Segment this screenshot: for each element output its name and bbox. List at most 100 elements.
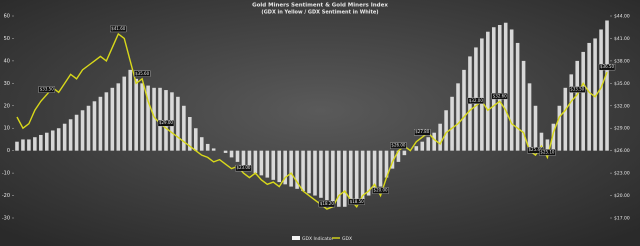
bar [372,150,377,192]
bar [211,148,216,151]
y2-tick-label: $32.00 [614,103,630,109]
bar [319,150,323,198]
bar [182,105,186,151]
bar [259,150,264,176]
label-box [390,142,407,149]
bar [515,42,520,151]
y2-tick-label: $29.00 [614,126,630,132]
bar [491,27,496,151]
bar [39,134,43,151]
y2-tick-label: $41.00 [614,36,630,42]
bar [128,69,133,151]
legend-label: GDX Indicator [302,236,334,242]
bar [235,150,240,162]
bar [426,137,431,151]
bar [575,60,580,151]
y-tick-label: -30 [2,216,10,222]
bar [56,128,61,151]
data-label: $32.60 [493,93,507,98]
bar [438,123,442,151]
bar [50,130,55,151]
bar [533,105,538,151]
bar [247,150,252,169]
bar [557,105,562,151]
bar [420,141,425,151]
bar [33,137,37,151]
y-tick-label: 30 [4,81,10,87]
bar [509,29,514,151]
bar [402,150,407,156]
bar [486,31,490,151]
bar [605,20,609,151]
bar [563,87,568,151]
bar [27,139,31,151]
bar [396,150,401,162]
data-label: $25.10 [540,149,554,154]
bar [521,60,526,151]
bar [539,132,544,151]
data-label: $29.00 [159,120,173,125]
label-box [348,198,365,205]
bar [587,42,591,151]
bar [152,87,156,151]
y-tick-label: 20 [4,103,10,109]
bar [378,150,383,187]
label-box [133,70,151,77]
data-label: $23.00 [236,165,250,170]
bar [283,150,287,185]
bar [527,83,532,151]
bar [480,38,484,151]
y-tick-label: -20 [2,193,10,199]
bar [581,51,585,151]
bar [301,150,305,192]
data-label: $41.60 [111,26,125,31]
bar [295,150,299,189]
y-tick-label: 0 [7,148,10,154]
bar [44,132,49,151]
data-label: $25.40 [529,147,543,152]
label-box [235,164,252,172]
bar [205,143,210,151]
bar [366,150,371,196]
bar [68,119,73,151]
label-box [569,86,586,93]
bar [86,105,91,151]
bar [122,76,127,151]
chart-title: Gold Miners Sentiment & Gold Miners Inde… [252,3,388,9]
label-box [467,97,485,104]
data-label: $18.20 [320,201,334,206]
y-tick-label: 60 [4,14,10,20]
data-label: $32.00 [469,98,483,103]
bar [223,150,228,153]
bar [414,146,419,151]
data-label: $26.00 [391,143,405,148]
y2-tick-label: $17.00 [614,216,630,222]
bar [456,83,460,151]
bar [74,114,79,151]
data-label: $36.50 [600,64,614,69]
label-box [598,63,616,71]
label-box [318,200,336,208]
y-tick-label: 10 [4,126,10,132]
bar [241,150,246,167]
bar [450,96,454,151]
bar [15,141,19,151]
bar [193,128,198,151]
bar [98,96,103,151]
label-box [372,187,389,194]
bar [158,87,162,151]
bar [497,24,502,151]
bar [432,132,436,151]
data-label: $33.50 [570,87,584,92]
legend-label: GDX [342,236,352,242]
bar [360,150,365,201]
bar [342,150,347,207]
bar [307,150,311,194]
y2-tick-label: $26.00 [614,148,630,154]
bar [188,117,192,151]
bar [271,150,276,180]
bar [390,150,395,169]
label-box [491,93,508,100]
bar [21,139,25,151]
bar [593,38,597,151]
